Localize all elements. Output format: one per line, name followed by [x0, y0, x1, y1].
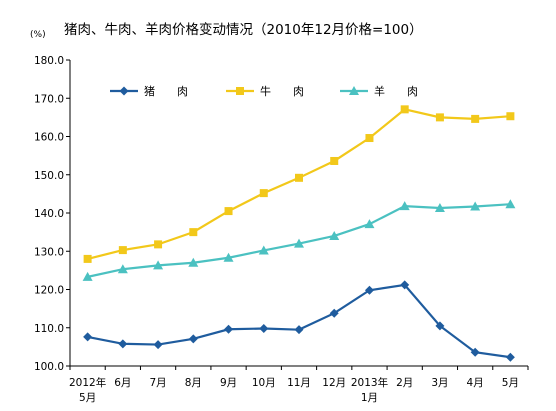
mutton-point: [434, 203, 445, 213]
y-tick-label: 130.0: [34, 246, 64, 258]
beef-point: [295, 173, 303, 182]
mutton-point: [470, 201, 481, 211]
x-tick-labels: 2012年 5月 6月 7月 8月 9月 10月 11月 12月 2013年 1月 2月 3月 4月 5月: [69, 376, 519, 404]
legend-pork-point: [119, 86, 129, 96]
pork-point: [259, 324, 269, 334]
x-tick-label: 6月: [114, 377, 131, 389]
beef-point: [189, 228, 198, 237]
pork-point: [188, 334, 198, 344]
beef-point: [506, 112, 515, 121]
series-beef: [83, 105, 515, 263]
x-tick-label: 12月: [322, 377, 346, 389]
mutton-point: [258, 245, 269, 255]
legend-label-mutton: 羊 肉: [374, 84, 418, 98]
pork-point: [224, 324, 234, 334]
x-tick-label: 10月: [252, 377, 276, 389]
beef-point: [154, 240, 163, 249]
mutton-point: [117, 264, 128, 274]
legend-label-pork: 猪 肉: [144, 85, 188, 98]
y-tick-label: 170.0: [34, 93, 64, 105]
y-tick-label: 180.0: [34, 55, 64, 67]
mutton-point: [399, 201, 410, 211]
legend-label-beef: 牛 肉: [260, 84, 304, 98]
beef-point: [471, 114, 480, 123]
legend-item-mutton: 羊 肉: [340, 84, 418, 98]
pork-point: [400, 280, 410, 290]
pork-point: [329, 308, 339, 318]
pork-point: [153, 340, 163, 350]
y-tick-label: 100.0: [34, 361, 64, 373]
y-axis-unit: (%): [30, 30, 46, 40]
pork-point: [364, 285, 374, 295]
chart-title: 猪肉、牛肉、羊肉价格变动情况（2010年12月价格=100）: [64, 22, 423, 38]
beef-point: [435, 113, 444, 122]
mutton-point: [329, 230, 340, 240]
legend-item-beef: 牛 肉: [226, 84, 304, 98]
beef-point: [83, 254, 92, 263]
pork-point: [435, 321, 445, 331]
pork-point: [505, 352, 515, 362]
beef-point: [259, 189, 268, 198]
x-tick-label: 2012年 5月: [69, 376, 106, 404]
pork-point: [83, 332, 93, 342]
legend: 猪 肉牛 肉羊 肉: [110, 84, 418, 98]
beef-point: [400, 105, 409, 114]
mutton-point: [223, 252, 234, 262]
x-tick-label: 7月: [149, 377, 166, 389]
mutton-point: [505, 199, 516, 209]
x-tick-label: 4月: [467, 377, 484, 389]
mutton-point: [153, 260, 164, 270]
pork-point: [470, 347, 480, 357]
mutton-point: [294, 238, 304, 248]
legend-beef-point: [236, 87, 244, 95]
series-group: [82, 105, 516, 362]
series-mutton: [82, 199, 516, 281]
mutton-point: [82, 271, 93, 281]
mutton-point: [364, 219, 375, 229]
y-tick-label: 160.0: [34, 132, 64, 144]
series-pork: [83, 280, 515, 362]
beef-point: [365, 134, 374, 143]
mutton-point: [188, 257, 199, 267]
beef-point: [224, 207, 233, 216]
x-tick-label: 5月: [502, 377, 519, 389]
y-tick-labels: 100.0 110.0 120.0 130.0 140.0 150.0 160.0 170.0…: [34, 55, 64, 373]
x-tick-label: 8月: [185, 377, 202, 389]
beef-point: [330, 156, 339, 165]
pork-point: [118, 339, 128, 349]
series-beef-line: [87, 108, 511, 260]
legend-mutton-point: [349, 86, 359, 95]
axes: [66, 59, 529, 370]
series-pork-line: [87, 283, 511, 359]
pork-point: [294, 325, 304, 335]
x-tick-label: 9月: [220, 377, 237, 389]
x-tick-label: 3月: [431, 377, 448, 389]
x-tick-label: 11月: [287, 377, 311, 389]
x-tick-label: 2013年 1月: [351, 376, 388, 404]
y-tick-label: 110.0: [34, 323, 64, 335]
y-tick-label: 140.0: [34, 208, 64, 220]
y-tick-label: 120.0: [34, 285, 64, 297]
x-tick-label: 2月: [396, 377, 413, 389]
y-tick-label: 150.0: [34, 170, 64, 182]
legend-item-pork: 猪 肉: [110, 85, 188, 98]
beef-point: [118, 246, 127, 255]
